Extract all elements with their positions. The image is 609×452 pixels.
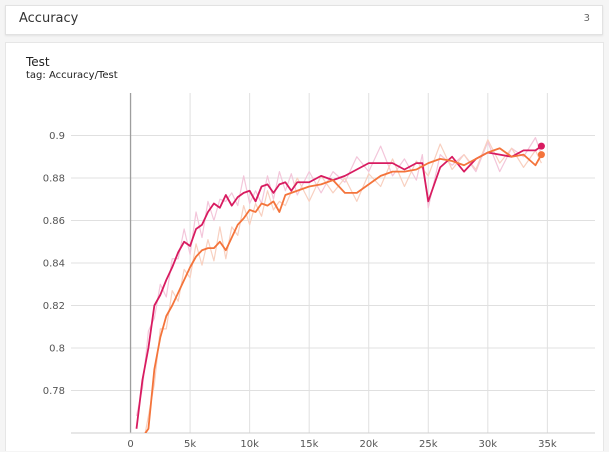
x-tick-label: 25k (419, 439, 438, 450)
y-tick-label: 0.8 (49, 344, 65, 355)
x-tick-label: 35k (538, 439, 557, 450)
chart-title: Test (26, 55, 50, 69)
line-chart[interactable]: 0 5k 10k 15k 20k 25k 30k 35k 0.78 0.8 0.82 0.84 0.86… (6, 43, 605, 452)
y-tick-label: 0.78 (43, 386, 65, 397)
raw-series-line (144, 139, 542, 433)
series-end-marker (537, 142, 545, 150)
section-title: Accuracy (19, 11, 79, 26)
x-tick-label: 20k (359, 439, 378, 450)
raw-series-line (135, 137, 542, 417)
series-end-marker (537, 151, 545, 159)
chart-card: Test tag: Accuracy/Test 0 5k 10k 15k 20k 25k 3… (5, 42, 604, 451)
x-tick-label: 15k (300, 439, 319, 450)
chart-tag: tag: Accuracy/Test (26, 70, 118, 81)
y-tick-label: 0.82 (43, 301, 65, 312)
y-tick-label: 0.86 (43, 216, 65, 227)
x-tick-label: 5k (184, 439, 196, 450)
section-chart-count: 3 (583, 13, 590, 24)
y-tick-label: 0.9 (49, 131, 65, 142)
y-tick-label: 0.84 (43, 259, 65, 270)
x-tick-label: 0 (127, 439, 133, 450)
series-line (135, 145, 542, 429)
ticks-layer: 0 5k 10k 15k 20k 25k 30k 35k 0.78 0.8 0.82 0.84 0.86… (43, 131, 557, 450)
y-tick-label: 0.88 (43, 174, 65, 185)
x-tick-label: 30k (479, 439, 498, 450)
grid-layer (71, 93, 595, 434)
series-layer (135, 142, 545, 433)
raw-series-layer (135, 137, 542, 433)
section-header[interactable]: Accuracy 3 (5, 5, 603, 35)
series-line (144, 147, 543, 433)
x-tick-label: 10k (240, 439, 259, 450)
